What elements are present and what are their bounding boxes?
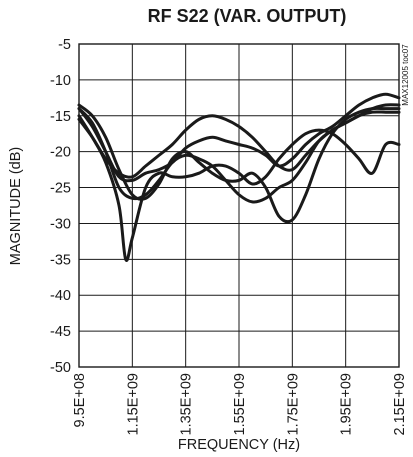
y-tick-label: -20 — [50, 145, 71, 161]
x-axis-label: FREQUENCY (Hz) — [178, 437, 300, 453]
x-tick-label: 1.35E+09 — [179, 373, 195, 436]
y-tick-label: -35 — [50, 252, 71, 268]
series-line-2 — [77, 103, 401, 224]
y-tick-label: -45 — [50, 324, 71, 340]
y-tick-label: -40 — [50, 288, 71, 304]
x-tick-label: 1.75E+09 — [285, 373, 301, 436]
x-tick-label: 1.15E+09 — [125, 373, 141, 436]
figure-id-watermark: MAX12005 toc07 — [401, 44, 410, 106]
grid — [78, 43, 400, 368]
y-tick-label: -5 — [58, 37, 71, 53]
y-tick-label: -30 — [50, 216, 71, 232]
x-tick-label: 9.5E+08 — [72, 373, 88, 427]
plot-area-frame — [78, 43, 400, 368]
chart-title: RF S22 (VAR. OUTPUT) — [148, 6, 347, 26]
y-tick-label: -50 — [50, 360, 71, 376]
x-tick-label: 1.95E+09 — [339, 373, 355, 436]
y-tick-label: -10 — [50, 73, 71, 89]
y-tick-label: -15 — [50, 109, 71, 125]
series-line-5 — [77, 92, 401, 183]
x-axis-ticks: 9.5E+08 1.15E+09 1.35E+09 1.55E+09 1.75E+09 1… — [72, 373, 408, 436]
y-axis-label: MAGNITUDE (dB) — [8, 147, 24, 265]
x-tick-label: 2.15E+09 — [392, 373, 408, 436]
series-group — [77, 92, 401, 262]
y-tick-label: -25 — [50, 181, 71, 197]
x-tick-label: 1.55E+09 — [232, 373, 248, 436]
series-line-4 — [77, 114, 401, 262]
y-axis-ticks: -5 -10 -15 -20 -25 -30 -35 -40 -45 -50 — [50, 37, 71, 376]
series-line-3 — [77, 107, 401, 204]
